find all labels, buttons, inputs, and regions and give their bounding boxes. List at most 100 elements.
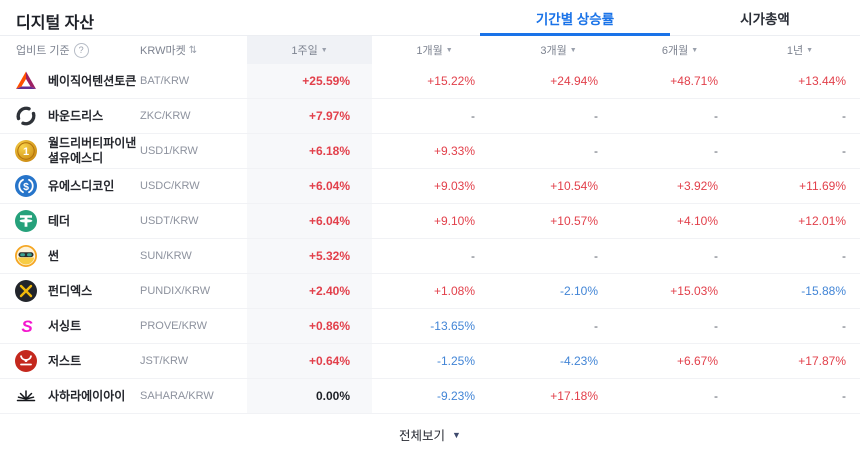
asset-cell: 바운드리스 [0,99,140,133]
column-header-3month[interactable]: 3개월 ▼ [497,36,620,64]
change-6month: - [714,144,718,158]
sort-icon: ⇅ [188,44,198,56]
change-1month: +15.22% [427,74,475,88]
coin-pair: SUN/KRW [140,250,192,262]
period-label-1year: 1년 [786,45,804,57]
view-all-label: 전체보기 [399,428,446,443]
change-6month: +15.03% [670,284,718,298]
change-6month: +48.71% [670,74,718,88]
period-label-1week: 1주일 [291,45,318,57]
table-row[interactable]: 펀디엑스 PUNDIX/KRW +2.40% +1.08% -2.10% +15… [0,274,860,309]
chevron-down-icon: ▼ [806,47,814,54]
chevron-down-icon: ▼ [320,47,328,54]
table-row[interactable]: 베이직어텐션토큰 BAT/KRW +25.59% +15.22% +24.94%… [0,64,860,99]
change-3month: -4.23% [559,354,598,368]
chevron-down-icon: ▼ [691,47,699,54]
change-1month: +1.08% [433,284,475,298]
asset-table-body: 베이직어텐션토큰 BAT/KRW +25.59% +15.22% +24.94%… [0,64,860,414]
asset-cell: 펀디엑스 [0,274,140,308]
coin-pair: SAHARA/KRW [140,390,214,402]
tab-market-cap-label: 시가총액 [740,11,790,27]
base-label: 업비트 기준 [16,45,70,57]
asset-cell: 썬 [0,239,140,273]
column-header-1week[interactable]: 1주일 ▼ [247,36,372,64]
usdc-coin-icon: $ [14,174,38,198]
period-label-3month: 3개월 [540,45,567,57]
market-label: KRW마켓 [140,45,186,57]
coin-pair: USDC/KRW [140,180,200,192]
change-1year: - [842,389,846,403]
coin-name: 월드리버티파이낸셜유에스디 [48,136,137,165]
sun-coin-icon [14,244,38,268]
coin-pair: ZKC/KRW [140,110,191,122]
change-1week: +25.59% [247,64,372,98]
change-1year: - [842,144,846,158]
change-1week: 0.00% [247,379,372,413]
column-header-6month[interactable]: 6개월 ▼ [620,36,740,64]
chevron-down-icon: ▼ [452,430,461,440]
prove-coin-icon: S [14,314,38,338]
table-row[interactable]: 바운드리스 ZKC/KRW +7.97% - - - - [0,99,860,134]
asset-cell: 1 월드리버티파이낸셜유에스디 [0,134,140,168]
table-row[interactable]: 저스트 JST/KRW +0.64% -1.25% -4.23% +6.67% … [0,344,860,379]
table-row[interactable]: 사하라에이아이 SAHARA/KRW 0.00% -9.23% +17.18% … [0,379,860,414]
coin-name: 베이직어텐션토큰 [48,73,137,88]
table-row[interactable]: $ 유에스디코인 USDC/KRW +6.04% +9.03% +10.54% … [0,169,860,204]
table-row[interactable]: 1 월드리버티파이낸셜유에스디 USD1/KRW +6.18% +9.33% -… [0,134,860,169]
change-3month: - [594,249,598,263]
change-1month: - [471,249,475,263]
coin-pair: JST/KRW [140,355,189,367]
asset-cell: 테더 [0,204,140,238]
change-1week: +7.97% [247,99,372,133]
table-column-header: 업비트 기준 ? KRW마켓 ⇅ 1주일 ▼ 1개월 ▼ 3개월 ▼ 6개월 ▼… [0,36,860,64]
coin-pair: USD1/KRW [140,145,198,157]
column-header-market[interactable]: KRW마켓 ⇅ [140,36,247,64]
change-1year: +17.87% [798,354,846,368]
bat-coin-icon [14,69,38,93]
page-title: 디지털 자산 [16,15,95,32]
column-header-1month[interactable]: 1개월 ▼ [372,36,497,64]
coin-pair: USDT/KRW [140,215,199,227]
jst-coin-icon [14,349,38,373]
help-icon[interactable]: ? [73,42,89,58]
change-1week: +0.86% [247,309,372,343]
chevron-down-icon: ▼ [445,47,453,54]
change-1year: +12.01% [798,214,846,228]
asset-cell: $ 유에스디코인 [0,169,140,203]
period-label-6month: 6개월 [661,45,689,57]
change-1week: +5.32% [247,239,372,273]
change-1year: -15.88% [801,284,846,298]
tab-period-change-label: 기간별 상승률 [535,11,615,27]
table-row[interactable]: 썬 SUN/KRW +5.32% - - - - [0,239,860,274]
change-3month: -2.10% [559,284,598,298]
widget-header: 디지털 자산 기간별 상승률 시가총액 [0,0,860,36]
change-3month: +17.18% [550,389,598,403]
asset-cell: 저스트 [0,344,140,378]
asset-cell: 사하라에이아이 [0,379,140,413]
coin-name: 서싱트 [48,318,82,333]
coin-name: 저스트 [48,353,82,368]
usd1-coin-icon: 1 [14,139,38,163]
table-row[interactable]: 테더 USDT/KRW +6.04% +9.10% +10.57% +4.10%… [0,204,860,239]
change-6month: - [714,109,718,123]
change-1month: +9.10% [433,214,475,228]
column-header-1year[interactable]: 1년 ▼ [740,36,860,64]
zkc-coin-icon [14,104,38,128]
tab-market-cap[interactable]: 시가총액 [670,0,860,35]
change-1week: +2.40% [247,274,372,308]
asset-cell: 베이직어텐션토큰 [0,64,140,98]
change-1year: +11.69% [799,179,846,193]
change-6month: +6.67% [676,354,718,368]
chevron-down-icon: ▼ [569,47,577,54]
coin-pair: PUNDIX/KRW [140,285,211,297]
coin-name: 유에스디코인 [48,178,115,193]
coin-pair: PROVE/KRW [140,320,208,332]
change-1week: +6.04% [247,169,372,203]
period-label-1month: 1개월 [416,45,443,57]
change-1year: - [842,109,846,123]
change-3month: - [594,144,598,158]
view-all-button[interactable]: 전체보기 ▼ [0,414,860,454]
tab-period-change[interactable]: 기간별 상승률 [480,0,670,36]
table-row[interactable]: S 서싱트 PROVE/KRW +0.86% -13.65% - - - [0,309,860,344]
svg-text:$: $ [23,181,29,193]
